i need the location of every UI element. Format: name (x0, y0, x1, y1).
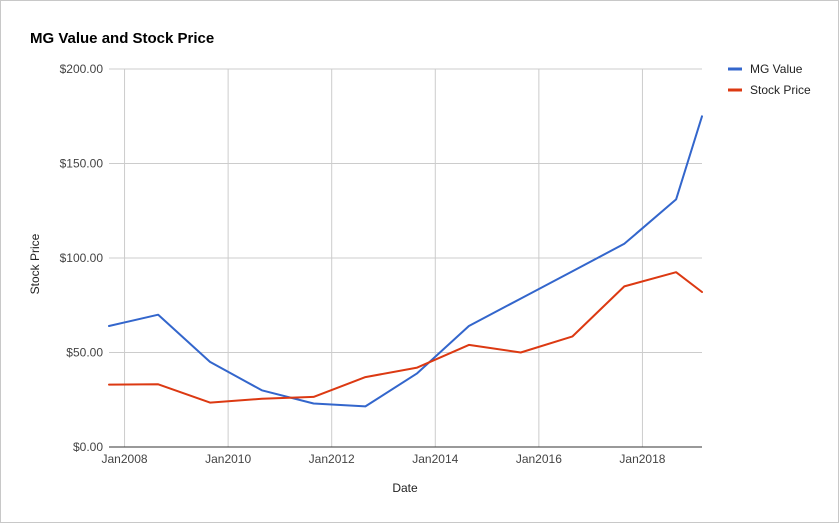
legend-label: Stock Price (750, 83, 811, 97)
grid-lines (109, 68, 702, 447)
x-axis-ticks: Jan2008 Jan2010 Jan2012 Jan2014 Jan2016 Jan20… (102, 452, 666, 466)
x-tick-label: Jan2012 (309, 452, 355, 466)
y-tick-label: $50.00 (66, 346, 103, 360)
x-tick-label: Jan2018 (619, 452, 665, 466)
y-tick-label: $100.00 (60, 251, 104, 265)
series-line-mg-value (108, 115, 703, 408)
y-tick-label: $0.00 (73, 440, 103, 454)
x-axis-title: Date (392, 481, 418, 495)
y-tick-label: $200.00 (60, 62, 104, 76)
legend-label: MG Value (750, 62, 803, 76)
legend: MG Value Stock Price (728, 62, 811, 97)
y-axis-ticks: $0.00 $50.00 $100.00 $150.00 $200.00 (60, 62, 104, 454)
series-lines (108, 115, 703, 408)
x-tick-label: Jan2010 (205, 452, 251, 466)
series-line-stock-price (108, 271, 703, 404)
chart-title: MG Value and Stock Price (30, 30, 214, 47)
y-tick-label: $150.00 (60, 157, 104, 171)
x-tick-label: Jan2016 (516, 452, 562, 466)
x-tick-label: Jan2008 (102, 452, 148, 466)
x-tick-label: Jan2014 (412, 452, 458, 466)
y-axis-title: Stock Price (28, 233, 42, 294)
